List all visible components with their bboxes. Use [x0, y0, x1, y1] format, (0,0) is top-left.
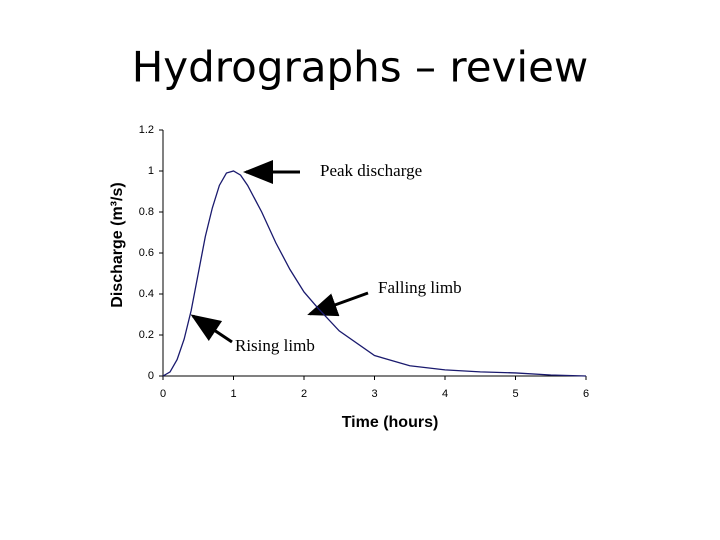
x-axis-label: Time (hours) [342, 414, 439, 431]
y-tick-label: 0.6 [139, 247, 154, 259]
x-tick-label: 0 [160, 388, 166, 400]
x-tick-label: 4 [442, 388, 448, 400]
line [162, 170, 587, 377]
annotation: Rising limb [235, 336, 315, 355]
x-tick-label: 3 [371, 388, 377, 400]
slide-title: Hydrographs – review [132, 43, 589, 92]
y-tick-label: 1.2 [139, 124, 154, 136]
y-tick-label: 0 [148, 370, 154, 382]
arrow [190, 314, 233, 344]
y-tick-label: 0.8 [139, 206, 154, 218]
y-tick-label: 1 [148, 165, 154, 177]
x-tick-label: 2 [301, 388, 307, 400]
x-tick-label: 1 [230, 388, 236, 400]
y-tick-label: 0.4 [139, 288, 154, 300]
annotation: Falling limb [378, 278, 462, 297]
y-tick-label: 0.2 [139, 329, 154, 341]
x-tick-label: 5 [512, 388, 518, 400]
x-tick-label: 6 [583, 388, 589, 400]
y-axis-label: Discharge (m³/s) [109, 182, 126, 307]
annotation: Peak discharge [320, 161, 422, 180]
